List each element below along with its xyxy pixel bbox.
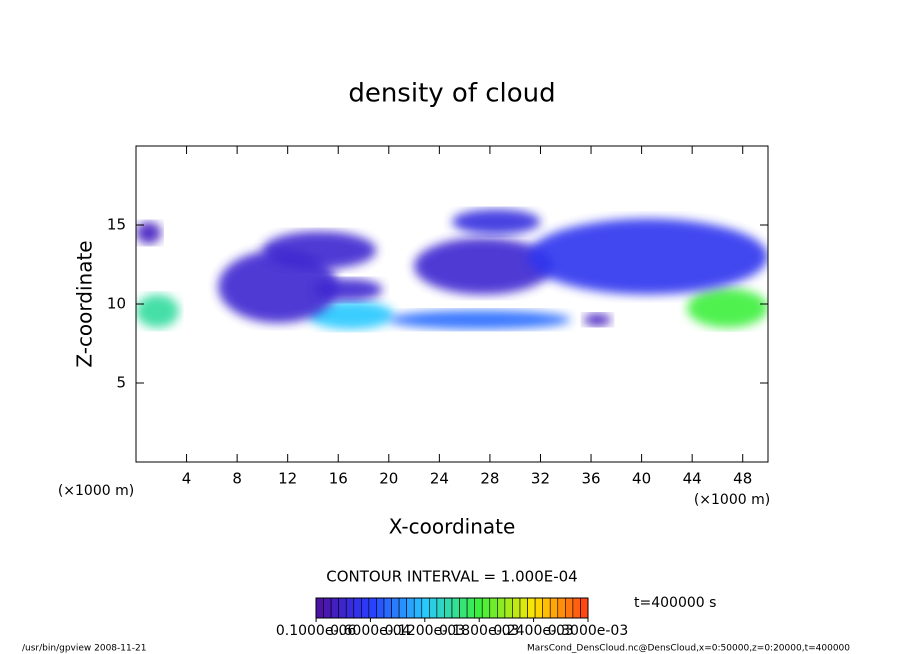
x-tick-label: 16 — [329, 470, 348, 488]
colorbar-swatch — [489, 597, 498, 619]
colorbar-swatch — [391, 597, 400, 619]
colorbar-swatch — [519, 597, 528, 619]
colorbar-swatch — [413, 597, 423, 619]
cloud-blob — [414, 237, 554, 295]
contour-interval: CONTOUR INTERVAL = 1.000E-04 — [326, 568, 577, 586]
colorbar-tick-label: 0.3000e-03 — [548, 623, 628, 639]
colorbar-tick-label: 0.1200e-03 — [385, 623, 465, 639]
cloud-blob — [527, 218, 768, 295]
colorbar-swatch — [398, 597, 407, 619]
colorbar-tick-label: 0.1000e-06 — [276, 623, 357, 639]
field — [136, 209, 768, 330]
colorbar-swatch — [368, 597, 377, 619]
x-tick-label: 20 — [379, 470, 398, 488]
colorbar-swatch — [534, 597, 543, 619]
x-tick-label: 36 — [581, 470, 600, 488]
cloud-blob — [136, 221, 162, 244]
colorbar-swatch — [421, 597, 430, 619]
y-tick-label: 5 — [116, 374, 126, 392]
x-tick-label: 48 — [733, 470, 752, 488]
plot-area — [136, 209, 768, 330]
y-tick-label: 15 — [107, 216, 126, 234]
colorbar-swatch — [512, 597, 521, 619]
x-tick-label: 4 — [182, 470, 192, 488]
colorbar-swatch — [466, 597, 475, 619]
footer: MarsCond_DensCloud.nc@DensCloud,x=0:5000… — [527, 644, 850, 654]
colorbar-swatch — [315, 597, 324, 619]
x-tick-label: 24 — [430, 470, 449, 488]
x-unit: (×1000 m) — [58, 483, 134, 499]
cloud-blob — [388, 310, 571, 330]
x-tick-label: 12 — [278, 470, 297, 488]
colorbar-swatch — [345, 597, 355, 619]
colorbar-swatch — [444, 597, 453, 619]
cloud-blob — [687, 288, 768, 328]
x-axis-label: X-coordinate — [389, 515, 516, 539]
colorbar-swatch — [406, 597, 415, 619]
colorbar-swatch — [549, 597, 559, 619]
x-tick-label: 28 — [480, 470, 499, 488]
colorbar-swatch — [361, 597, 370, 619]
cloud-blob — [312, 278, 383, 301]
x-tick-label: 8 — [232, 470, 242, 488]
colorbar-swatch — [481, 597, 491, 619]
colorbar-swatch — [323, 597, 332, 619]
colorbar-swatch — [353, 597, 362, 619]
x-tick-label: 40 — [632, 470, 651, 488]
footer: /usr/bin/gpview 2008-11-21 — [22, 644, 146, 654]
y-axis-label: Z-coordinate — [73, 240, 97, 367]
time-label: t=400000 s — [634, 595, 716, 611]
colorbar-swatch — [451, 597, 460, 619]
colorbar-swatch — [474, 597, 483, 619]
colorbar-tick-label: 0.1800e-03 — [439, 623, 519, 639]
y-tick-label: 10 — [107, 295, 126, 313]
colorbar-swatch — [527, 597, 536, 619]
colorbar-swatch — [330, 597, 339, 619]
colorbar-swatch — [542, 597, 551, 619]
colorbar-swatch — [572, 597, 581, 619]
colorbar-swatch — [580, 597, 589, 619]
x-tick-label: 32 — [531, 470, 550, 488]
chart-title: density of cloud — [348, 79, 555, 109]
colorbar-swatch — [497, 597, 506, 619]
cloud-blob — [452, 209, 541, 235]
colorbar-swatch — [436, 597, 445, 619]
colorbar-swatch — [557, 597, 566, 619]
colorbar-tick-label: 0.6000e-04 — [330, 623, 411, 639]
colorbar-frame — [315, 597, 589, 619]
x-tick-label: 44 — [683, 470, 702, 488]
colorbar-swatch — [429, 597, 438, 619]
colorbar-swatch — [504, 597, 513, 619]
colorbar-swatch — [459, 597, 468, 619]
cloud-blob — [583, 313, 612, 327]
cloud-blob — [262, 231, 377, 270]
colorbar-swatch — [383, 597, 392, 619]
colorbar-swatch — [565, 597, 574, 619]
cloud-blob — [307, 300, 394, 330]
colorbar-swatch — [338, 597, 347, 619]
colorbar-swatch — [376, 597, 385, 619]
cloud-blob — [136, 294, 179, 328]
x-unit: (×1000 m) — [694, 492, 770, 508]
colorbar-tick-label: 0.2400e-03 — [493, 623, 573, 639]
